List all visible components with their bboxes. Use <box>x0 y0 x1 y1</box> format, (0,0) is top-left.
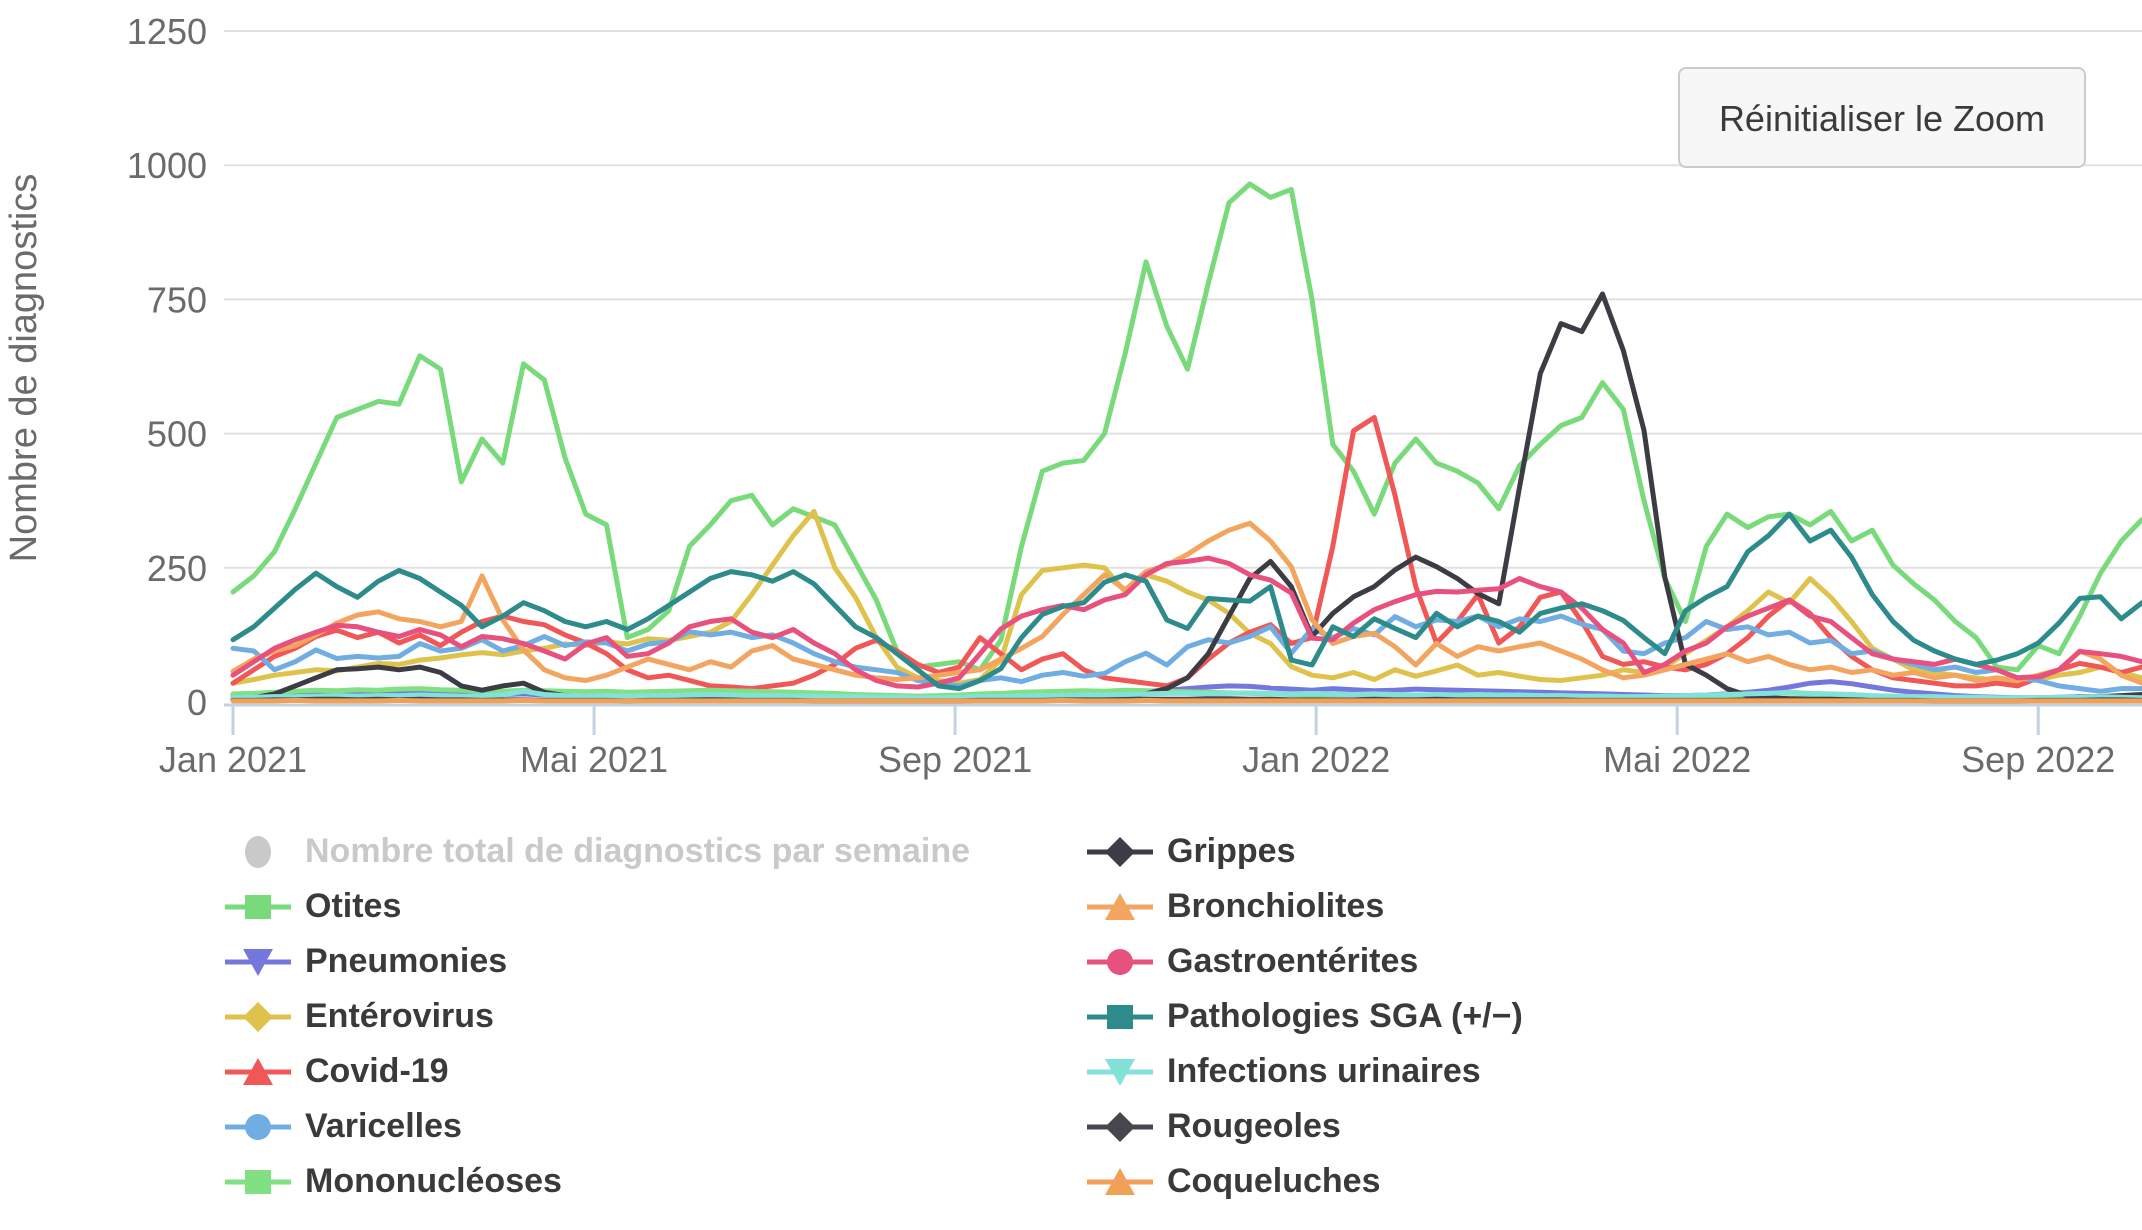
legend-item-total[interactable]: Nombre total de diagnostics par semaine <box>225 824 970 879</box>
series-line-coqueluches[interactable] <box>230 697 2142 704</box>
series-line-bronchiolites[interactable] <box>230 520 2142 686</box>
legend-marker-pathologies-sga-icon <box>1087 1004 1153 1029</box>
legend-marker-varicelles-icon <box>225 1113 291 1140</box>
legend-marker-infections-urinaires-icon <box>1087 1058 1153 1086</box>
series-line-varicelles[interactable] <box>230 613 2142 694</box>
x-axis-label: Sep 2021 <box>878 739 1032 780</box>
legend-item-covid-19[interactable]: Covid-19 <box>225 1044 970 1099</box>
legend-marker-otites-icon <box>225 894 291 919</box>
y-axis-title: Nombre de diagnostics <box>3 174 45 563</box>
legend-marker-covid-19-icon <box>225 1057 291 1085</box>
legend-item-bronchiolites[interactable]: Bronchiolites <box>1087 879 1523 934</box>
x-axis-label: Mai 2021 <box>520 739 668 780</box>
legend-item-rougeoles[interactable]: Rougeoles <box>1087 1099 1523 1154</box>
legend-marker-bronchiolites-icon <box>1087 892 1153 920</box>
legend-label-enterovirus: Entérovirus <box>305 997 494 1035</box>
legend-item-infections-urinaires[interactable]: Infections urinaires <box>1087 1044 1523 1099</box>
legend-label-mononucleoses: Mononucléoses <box>305 1162 562 1200</box>
series-line-otites[interactable] <box>230 181 2142 673</box>
legend-label-rougeoles: Rougeoles <box>1167 1107 1341 1145</box>
legend-label-bronchiolites: Bronchiolites <box>1167 887 1385 925</box>
legend-label-otites: Otites <box>305 887 402 925</box>
legend-label-pathologies-sga: Pathologies SGA (+/−) <box>1167 997 1523 1035</box>
legend-marker-rougeoles-icon <box>1087 1111 1153 1142</box>
legend-item-grippes[interactable]: Grippes <box>1087 824 1523 879</box>
legend-column-right: Grippes Bronchiolites Gastroentérites Patho… <box>1087 824 1523 1209</box>
series-line-gastroenterites[interactable] <box>230 555 2142 690</box>
legend-item-coqueluches[interactable]: Coqueluches <box>1087 1154 1523 1209</box>
y-axis-label: 500 <box>147 414 207 455</box>
legend-label-infections-urinaires: Infections urinaires <box>1167 1052 1481 1090</box>
legend-marker-enterovirus-icon <box>225 1001 291 1032</box>
legend-item-gastroenterites[interactable]: Gastroentérites <box>1087 934 1523 989</box>
x-axis-label: Jan 2022 <box>1242 739 1390 780</box>
x-axis-label: Sep 2022 <box>1961 739 2115 780</box>
legend-marker-total-icon <box>245 835 271 868</box>
x-axis-label: Mai 2022 <box>1603 739 1751 780</box>
legend-label-coqueluches: Coqueluches <box>1167 1162 1381 1200</box>
y-axis-label: 250 <box>147 548 207 589</box>
y-axis-label: 750 <box>147 279 207 320</box>
legend-label-total: Nombre total de diagnostics par semaine <box>305 832 971 870</box>
y-axis-label: 0 <box>187 682 207 723</box>
legend-marker-pneumonies-icon <box>225 948 291 976</box>
x-axis-label: Jan 2021 <box>159 739 307 780</box>
legend-label-covid-19: Covid-19 <box>305 1052 449 1090</box>
reset-zoom-button[interactable]: Réinitialiser le Zoom <box>1678 67 2086 168</box>
legend-item-enterovirus[interactable]: Entérovirus <box>225 989 970 1044</box>
legend-item-varicelles[interactable]: Varicelles <box>225 1099 970 1154</box>
legend-item-mononucleoses[interactable]: Mononucléoses <box>225 1154 970 1209</box>
legend-marker-coqueluches-icon <box>1087 1167 1153 1195</box>
legend-marker-grippes-icon <box>1087 836 1153 867</box>
legend-column-left: Nombre total de diagnostics par semaine O… <box>225 824 970 1209</box>
y-axis-label: 1000 <box>127 145 207 186</box>
legend-label-pneumonies: Pneumonies <box>305 942 508 980</box>
series-line-pathologies-sga[interactable] <box>230 511 2142 692</box>
legend-label-gastroenterites: Gastroentérites <box>1167 942 1419 980</box>
y-axis-label: 1250 <box>127 11 207 52</box>
legend-marker-gastroenterites-icon <box>1087 948 1153 975</box>
series-line-infections-urinaires[interactable] <box>230 688 2142 701</box>
legend-marker-mononucleoses-icon <box>225 1169 291 1194</box>
legend-item-otites[interactable]: Otites <box>225 879 970 934</box>
series-line-enterovirus[interactable] <box>230 508 2142 686</box>
legend-label-grippes: Grippes <box>1167 832 1296 870</box>
legend-item-pneumonies[interactable]: Pneumonies <box>225 934 970 989</box>
legend-label-varicelles: Varicelles <box>305 1107 462 1145</box>
legend-item-pathologies-sga[interactable]: Pathologies SGA (+/−) <box>1087 989 1523 1044</box>
